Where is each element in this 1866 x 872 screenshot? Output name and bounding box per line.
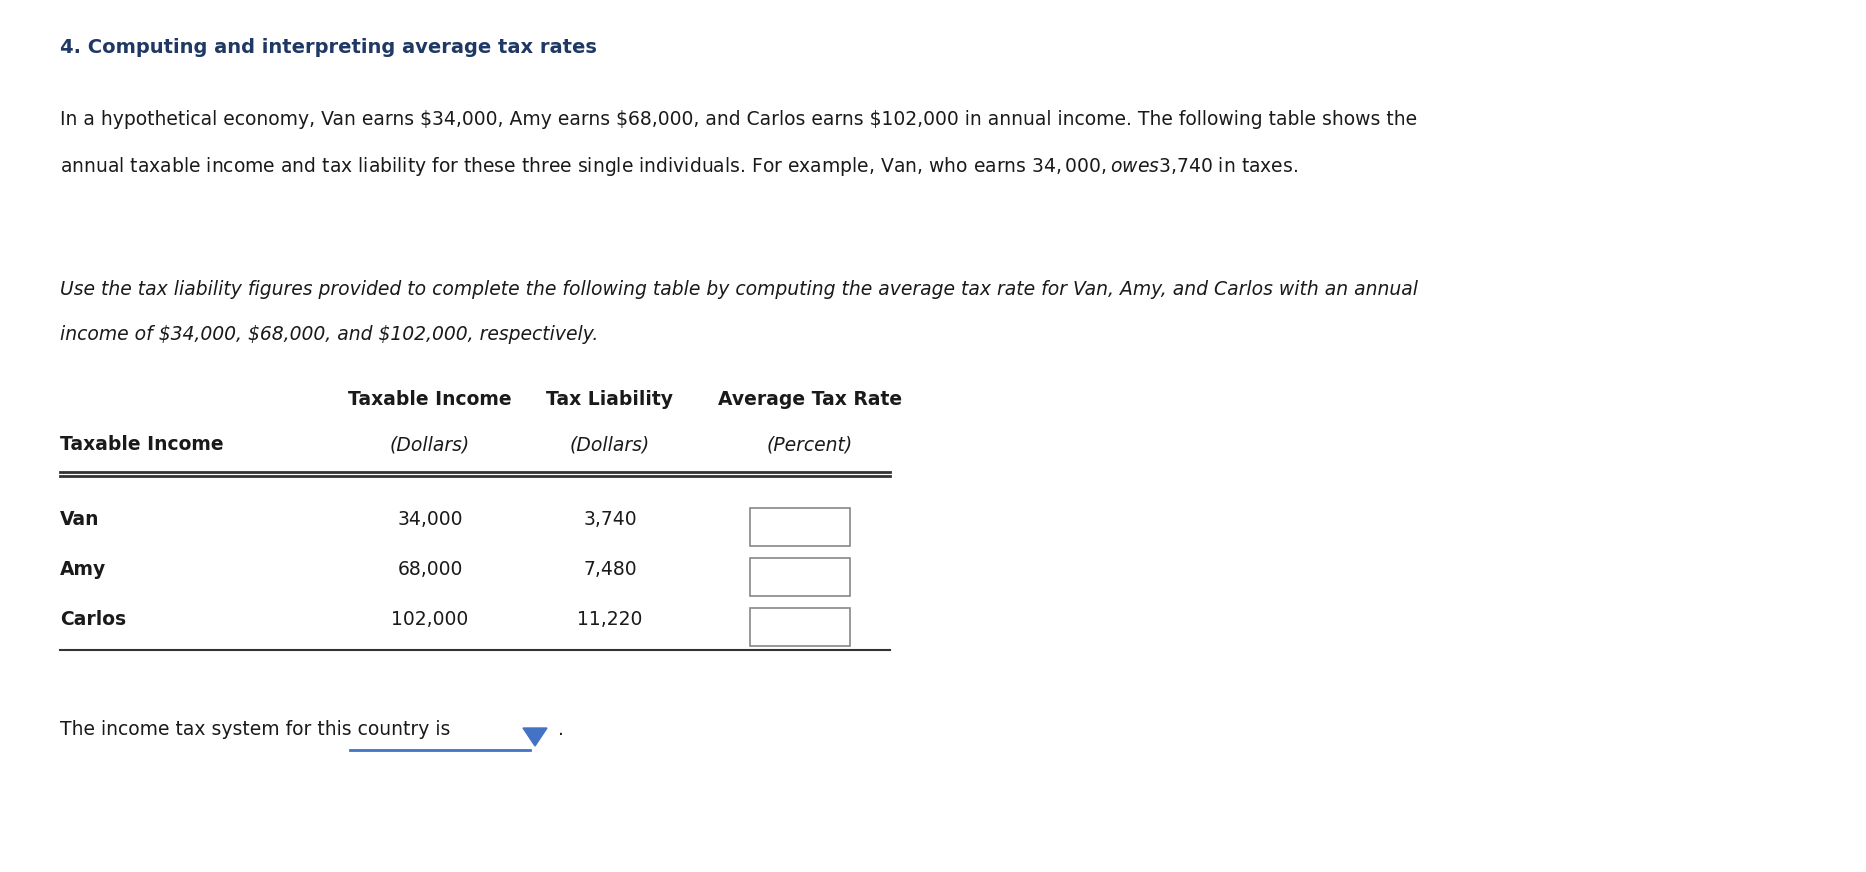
Text: Average Tax Rate: Average Tax Rate — [718, 390, 901, 409]
Text: Tax Liability: Tax Liability — [547, 390, 674, 409]
Text: (Dollars): (Dollars) — [569, 435, 649, 454]
Bar — [750, 508, 851, 546]
Polygon shape — [522, 728, 547, 746]
Text: 7,480: 7,480 — [584, 560, 636, 579]
Text: Van: Van — [60, 510, 99, 529]
Text: .: . — [558, 720, 564, 739]
Text: 68,000: 68,000 — [397, 560, 463, 579]
Text: 4. Computing and interpreting average tax rates: 4. Computing and interpreting average ta… — [60, 38, 597, 57]
Text: The income tax system for this country is: The income tax system for this country i… — [60, 720, 450, 739]
Text: In a hypothetical economy, Van earns $34,000, Amy earns $68,000, and Carlos earn: In a hypothetical economy, Van earns $34… — [60, 110, 1416, 129]
Text: 3,740: 3,740 — [584, 510, 636, 529]
Text: Taxable Income: Taxable Income — [60, 435, 224, 454]
Text: 102,000: 102,000 — [392, 610, 468, 629]
Bar — [750, 558, 851, 596]
Text: Carlos: Carlos — [60, 610, 127, 629]
Text: 11,220: 11,220 — [577, 610, 642, 629]
Text: 34,000: 34,000 — [397, 510, 463, 529]
Text: annual taxable income and tax liability for these three single individuals. For : annual taxable income and tax liability … — [60, 155, 1299, 178]
Text: (Percent): (Percent) — [767, 435, 853, 454]
Text: Use the tax liability figures provided to complete the following table by comput: Use the tax liability figures provided t… — [60, 280, 1418, 299]
Text: income of $34,000, $68,000, and $102,000, respectively.: income of $34,000, $68,000, and $102,000… — [60, 325, 599, 344]
Bar — [750, 608, 851, 646]
Text: Amy: Amy — [60, 560, 106, 579]
Text: Taxable Income: Taxable Income — [349, 390, 511, 409]
Text: (Dollars): (Dollars) — [390, 435, 470, 454]
